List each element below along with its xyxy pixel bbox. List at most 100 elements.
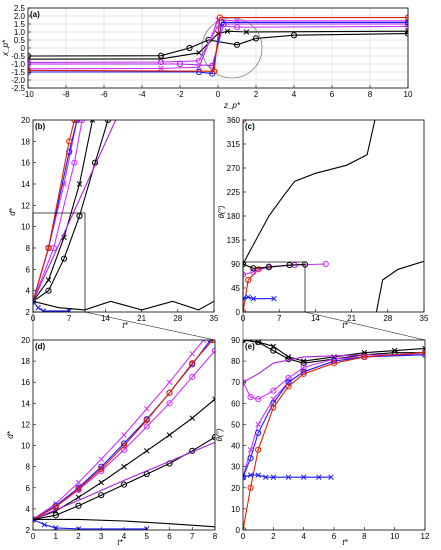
- data-point: [189, 373, 196, 381]
- data-point: [255, 396, 262, 403]
- x-tick-label: 28: [173, 314, 182, 323]
- y-tick-label: 10: [231, 505, 240, 514]
- x-tick-label: 10: [404, 90, 413, 99]
- x-tick-label: 8: [213, 532, 218, 541]
- data-point: [250, 268, 257, 276]
- data-point: [209, 340, 215, 344]
- y-axis-label: θ(°): [215, 428, 224, 441]
- y-axis-label: d*: [8, 207, 17, 215]
- data-point: [247, 484, 254, 491]
- data-point: [322, 260, 329, 268]
- data-point: [285, 474, 292, 480]
- y-axis-label: d*: [6, 430, 15, 438]
- series-line-2: [33, 120, 83, 302]
- data-point: [212, 396, 215, 402]
- series-group: [28, 14, 408, 77]
- data-point: [316, 474, 322, 480]
- data-point: [143, 423, 150, 430]
- panel-c: 0 7 14 21 28 35 0 45 90 135 180 225 270 315 360 t* θ(°) (…: [217, 116, 429, 330]
- data-point: [60, 255, 68, 262]
- panel-e: 0 2 4 6 8 10 12 0 10 20 30 40 50 60 70 80 90 t* θ(°) (e): [215, 336, 430, 547]
- series-line-7: [33, 300, 70, 312]
- y-axis-label: θ(°): [217, 205, 226, 218]
- data-point: [40, 308, 47, 312]
- data-point: [98, 456, 105, 463]
- x-tick-label: -8: [62, 90, 70, 99]
- y-tick-label: 20: [231, 484, 240, 493]
- y-tick-label: 1.0: [14, 28, 26, 37]
- x-tick-label: 7: [67, 314, 72, 323]
- y-tick-label: 16: [21, 378, 30, 387]
- data-point: [157, 58, 165, 66]
- data-point: [143, 405, 150, 412]
- data-point: [28, 67, 32, 74]
- series-line-0: [243, 340, 425, 364]
- data-point: [243, 295, 246, 302]
- data-point: [166, 400, 173, 407]
- data-point: [405, 28, 408, 34]
- series-group: [33, 120, 214, 312]
- y-tick-label: -1.0: [11, 60, 25, 69]
- panel-a: -10 -8 -6 -4 -2 0 2 4 6 8 10-2.5-2.0-1.5-1.0-0.500…: [1, 4, 413, 110]
- data-point: [250, 265, 257, 272]
- y-tick-label: 60: [231, 399, 240, 408]
- data-point: [300, 358, 307, 364]
- series-line-8: [33, 518, 215, 528]
- y-tick-label: 0: [236, 526, 241, 535]
- x-axis-label: t*: [342, 321, 348, 330]
- y-tick-label: 270: [227, 164, 241, 173]
- data-point: [255, 429, 262, 436]
- series-line-4: [243, 263, 306, 269]
- y-tick-label: 18: [21, 137, 30, 146]
- series-line-4: [28, 23, 408, 67]
- y-tick-label: 360: [227, 116, 241, 125]
- x-tick-label: 4: [122, 532, 127, 541]
- x-tick-label: 35: [210, 314, 219, 323]
- data-point: [120, 481, 128, 488]
- data-point: [243, 29, 250, 35]
- series-line-1: [375, 260, 424, 312]
- y-tick-label: 80: [231, 357, 240, 366]
- y-tick-label: 30: [231, 463, 240, 472]
- series-group: [33, 340, 215, 530]
- series-line-0: [243, 120, 376, 265]
- data-point: [196, 64, 202, 70]
- data-point: [285, 383, 292, 390]
- y-tick-label: 14: [21, 399, 30, 408]
- data-point: [66, 138, 73, 145]
- y-tick-label: 4: [26, 287, 31, 296]
- panel-label: (b): [35, 122, 46, 131]
- data-point: [71, 159, 78, 166]
- y-tick-label: 315: [227, 140, 241, 149]
- data-point: [270, 404, 277, 411]
- y-tick-label: 1.5: [14, 20, 26, 29]
- series-line-2: [243, 120, 270, 312]
- data-point: [270, 343, 277, 350]
- data-point: [247, 393, 254, 401]
- y-tick-label: 0: [236, 308, 241, 317]
- y-tick-label: 10: [21, 442, 30, 451]
- y-tick-label: 70: [231, 378, 240, 387]
- series-line-5: [243, 354, 425, 478]
- data-point: [233, 41, 241, 48]
- data-point: [255, 421, 261, 428]
- y-tick-label: 40: [231, 442, 240, 451]
- x-tick-label: 7: [190, 532, 195, 541]
- series-line-4: [33, 120, 117, 302]
- y-tick-label: 0: [21, 44, 26, 53]
- x-tick-label: 14: [101, 314, 110, 323]
- series-line-0: [33, 120, 109, 302]
- data-point: [255, 472, 261, 478]
- data-point: [98, 465, 105, 472]
- x-tick-label: 2: [76, 532, 81, 541]
- data-point: [76, 181, 83, 187]
- data-point: [158, 65, 164, 72]
- series-line-2: [243, 352, 425, 400]
- data-point: [75, 502, 82, 509]
- data-point: [189, 360, 196, 367]
- y-tick-label: 20: [21, 336, 30, 345]
- x-tick-label: 6: [167, 532, 172, 541]
- data-point: [33, 516, 36, 523]
- x-tick-label: 1: [54, 532, 59, 541]
